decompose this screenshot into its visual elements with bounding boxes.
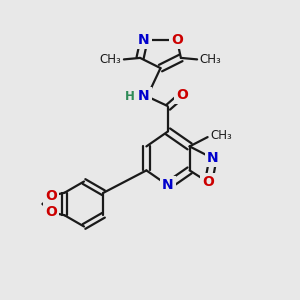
Text: N: N [162,178,174,192]
Text: O: O [202,176,214,189]
Text: CH₃: CH₃ [210,129,232,142]
Text: H: H [124,89,134,103]
Text: N: N [207,152,219,165]
Text: O: O [171,33,183,47]
Text: CH₃: CH₃ [100,53,122,66]
Text: O: O [176,88,188,102]
Text: N: N [138,33,150,47]
Text: CH₃: CH₃ [200,53,221,66]
Text: O: O [45,189,57,203]
Text: N: N [138,89,150,103]
Text: O: O [45,205,57,219]
